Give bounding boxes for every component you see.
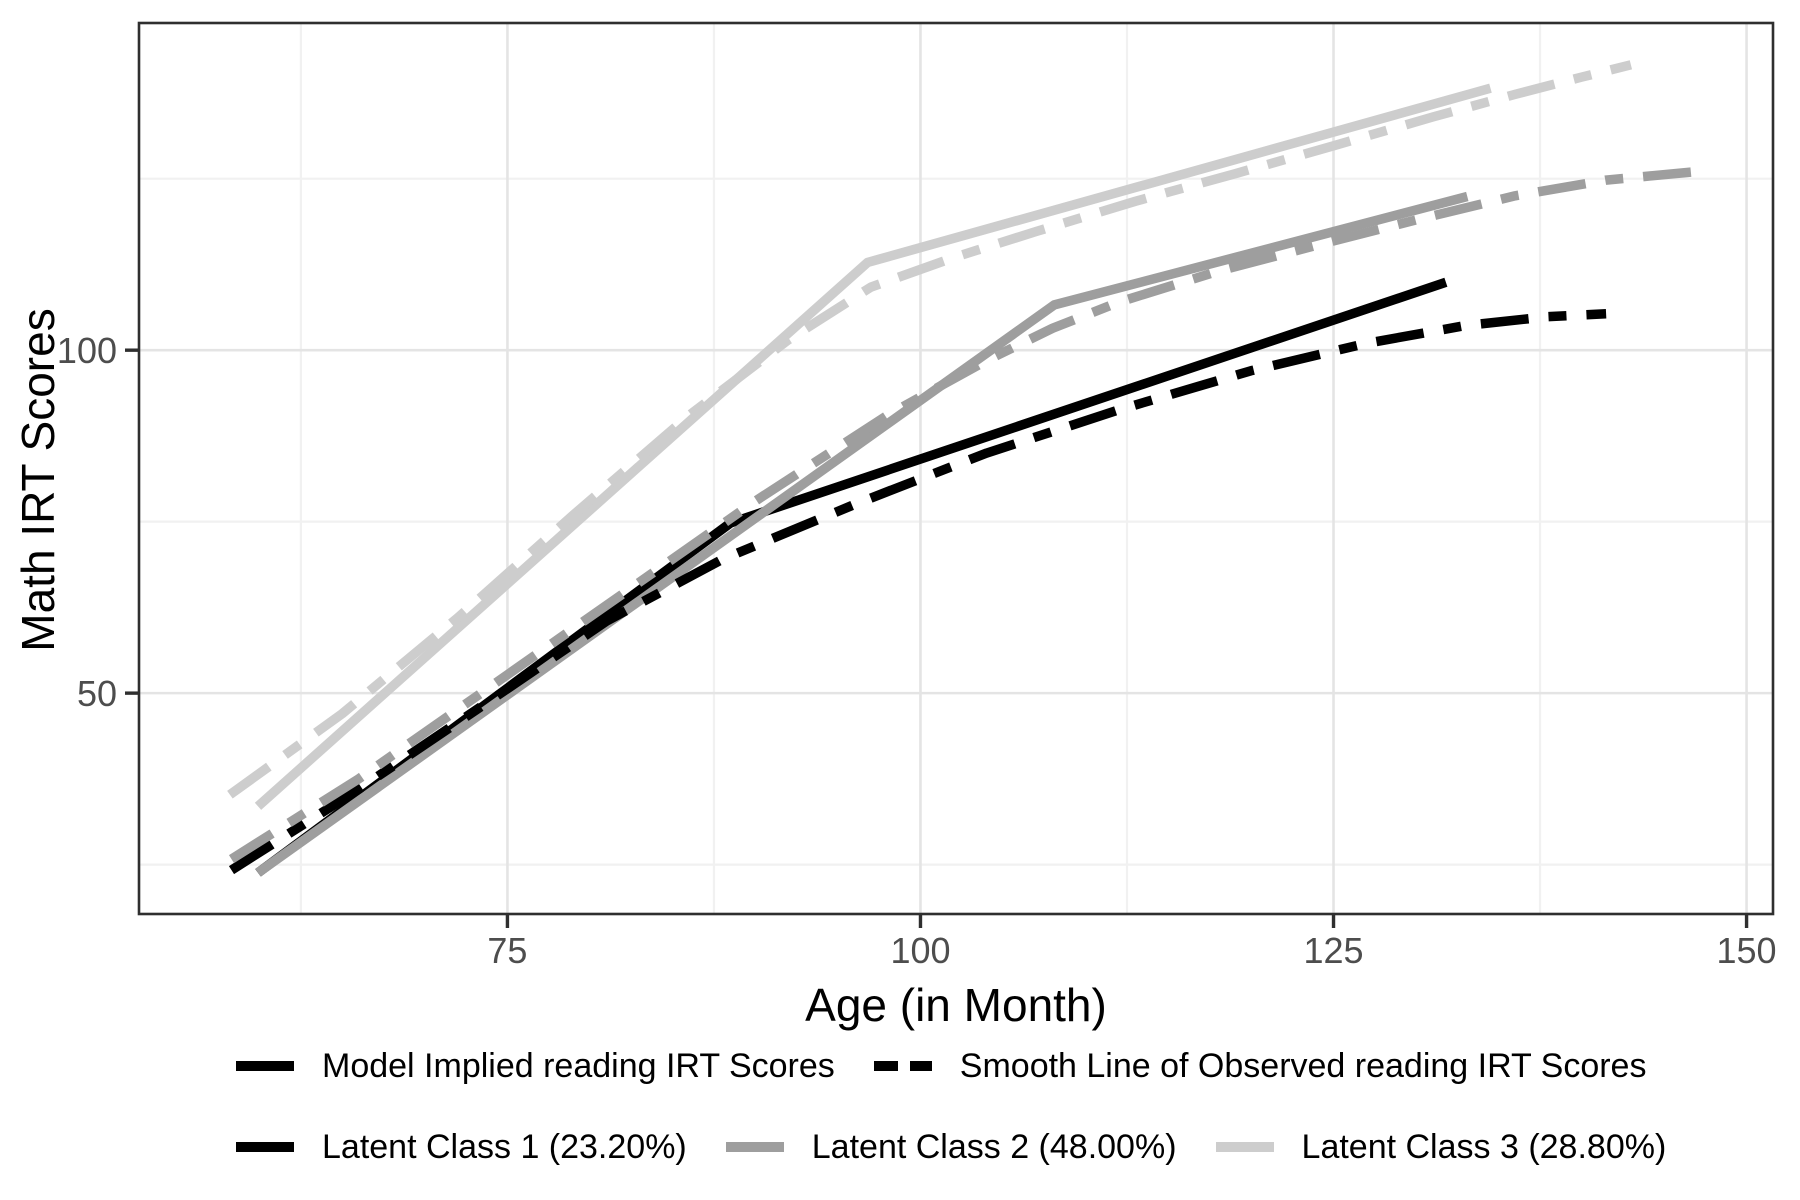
legend-item-model-implied: Model Implied reading IRT Scores — [236, 1047, 835, 1086]
y-tick-label-100: 100 — [57, 330, 117, 371]
axis-tick-labels: 75 100 125 150 50 100 — [57, 330, 1777, 971]
series-line-latent-class-1-smooth-observed — [228, 309, 1607, 875]
x-axis-title: Age (in Month) — [805, 979, 1107, 1031]
legend-key-class-1 — [236, 1142, 294, 1152]
x-tick-label-150: 150 — [1717, 930, 1777, 971]
legend-key-dashed-line — [873, 1061, 932, 1071]
x-tick-label-75: 75 — [487, 930, 527, 971]
gridlines-major — [139, 23, 1773, 914]
x-tick-label-100: 100 — [890, 930, 950, 971]
legend-label-class-1: Latent Class 1 (23.20%) — [322, 1127, 687, 1166]
y-tick-label-50: 50 — [77, 673, 117, 714]
series-line-latent-class-3-model-implied — [254, 83, 1492, 810]
legend-key-class-3 — [1215, 1142, 1274, 1152]
series-line-latent-class-2-model-implied — [255, 191, 1469, 877]
axis-ticks — [125, 348, 1749, 928]
legend-row-classes: Latent Class 1 (23.20%) Latent Class 2 (… — [236, 1121, 1666, 1173]
gridlines-minor — [139, 23, 1773, 914]
series-line-latent-class-2-smooth-observed — [228, 166, 1701, 864]
legend-item-smooth-observed: Smooth Line of Observed reading IRT Scor… — [873, 1046, 1647, 1086]
x-tick-label-125: 125 — [1303, 930, 1363, 971]
panel-border — [137, 21, 1775, 916]
series-line-latent-class-1-model-implied — [255, 277, 1448, 877]
legend-key-class-2 — [725, 1142, 784, 1152]
legend-label-class-2: Latent Class 2 (48.00%) — [811, 1127, 1177, 1166]
legend-label-model-implied: Model Implied reading IRT Scores — [322, 1046, 835, 1085]
legend-label-smooth-observed: Smooth Line of Observed reading IRT Scor… — [959, 1046, 1647, 1085]
series-lines — [227, 60, 1701, 877]
legend-row-linetype: Model Implied reading IRT Scores Smooth … — [236, 1040, 1646, 1092]
series-line-latent-class-3-smooth-observed — [227, 60, 1633, 799]
legend-label-class-3: Latent Class 3 (28.80%) — [1301, 1127, 1667, 1166]
legend-key-solid-line — [236, 1061, 294, 1071]
legend-item-class-1: Latent Class 1 (23.20%) — [236, 1128, 687, 1167]
legend-item-class-2: Latent Class 2 (48.00%) — [725, 1127, 1177, 1167]
y-axis-title: Math IRT Scores — [12, 308, 64, 651]
legend-item-class-3: Latent Class 3 (28.80%) — [1215, 1127, 1667, 1167]
